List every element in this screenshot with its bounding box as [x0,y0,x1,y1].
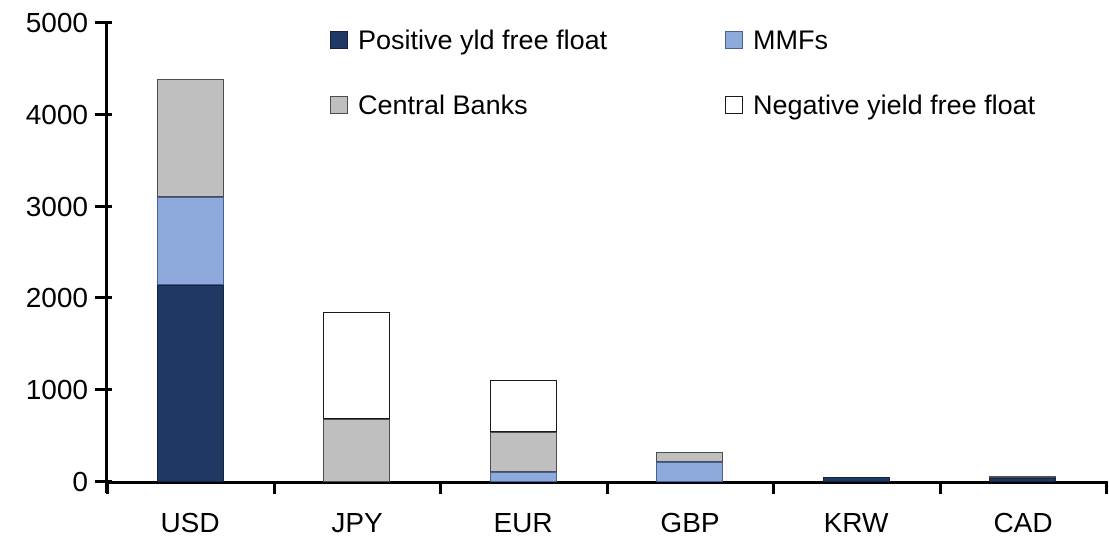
bar-segment-cad-3 [989,476,1056,478]
legend-swatch-icon [725,31,743,49]
legend-swatch-icon [330,31,348,49]
legend-item: MMFs [725,25,828,55]
x-tick-mark [106,481,109,494]
bar-segment-gbp-2 [656,462,723,482]
y-tick-label: 3000 [25,191,88,222]
category-label-jpy: JPY [331,507,383,538]
category-label-eur: EUR [493,507,553,538]
legend-item: Central Banks [330,90,528,120]
y-tick-mark [95,21,112,24]
category-label-usd: USD [160,507,220,538]
legend-item: Negative yield free float [725,90,1035,120]
x-tick-mark [439,481,442,494]
x-tick-mark [772,481,775,494]
bar-segment-eur-3 [490,432,557,472]
y-tick-label: 1000 [25,374,88,405]
y-axis-line [105,22,108,493]
bar-segment-gbp-3 [656,452,723,462]
bar-segment-usd-3 [157,79,224,197]
y-tick-mark [95,388,112,391]
y-tick-mark [95,296,112,299]
legend-swatch-icon [725,96,743,114]
bar-segment-jpy-3 [323,419,390,482]
y-tick-mark [95,480,112,483]
x-tick-mark [939,481,942,494]
y-tick-mark [95,113,112,116]
y-tick-label: 4000 [25,99,88,130]
y-tick-label: 2000 [25,282,88,313]
legend-swatch-icon [330,96,348,114]
y-tick-mark [95,205,112,208]
y-tick-label: 5000 [25,7,88,38]
bar-segment-jpy-4 [323,312,390,419]
bar-segment-eur-4 [490,380,557,432]
x-tick-mark [606,481,609,494]
bar-segment-usd-2 [157,197,224,285]
legend-label: Central Banks [358,90,528,120]
y-tick-label: 0 [72,466,88,497]
bar-segment-usd-1 [157,285,224,482]
legend-label: Negative yield free float [753,90,1036,120]
bar-segment-eur-2 [490,472,557,482]
x-tick-mark [1105,481,1108,494]
legend-label: Positive yld free float [358,25,608,55]
category-label-krw: KRW [823,507,889,538]
bar-segment-krw-1 [823,477,890,482]
bar-segment-cad-1 [989,478,1056,482]
category-label-cad: CAD [993,507,1053,538]
x-tick-mark [273,481,276,494]
legend-item: Positive yld free float [330,25,607,55]
category-label-gbp: GBP [660,507,720,538]
legend-label: MMFs [753,25,828,55]
